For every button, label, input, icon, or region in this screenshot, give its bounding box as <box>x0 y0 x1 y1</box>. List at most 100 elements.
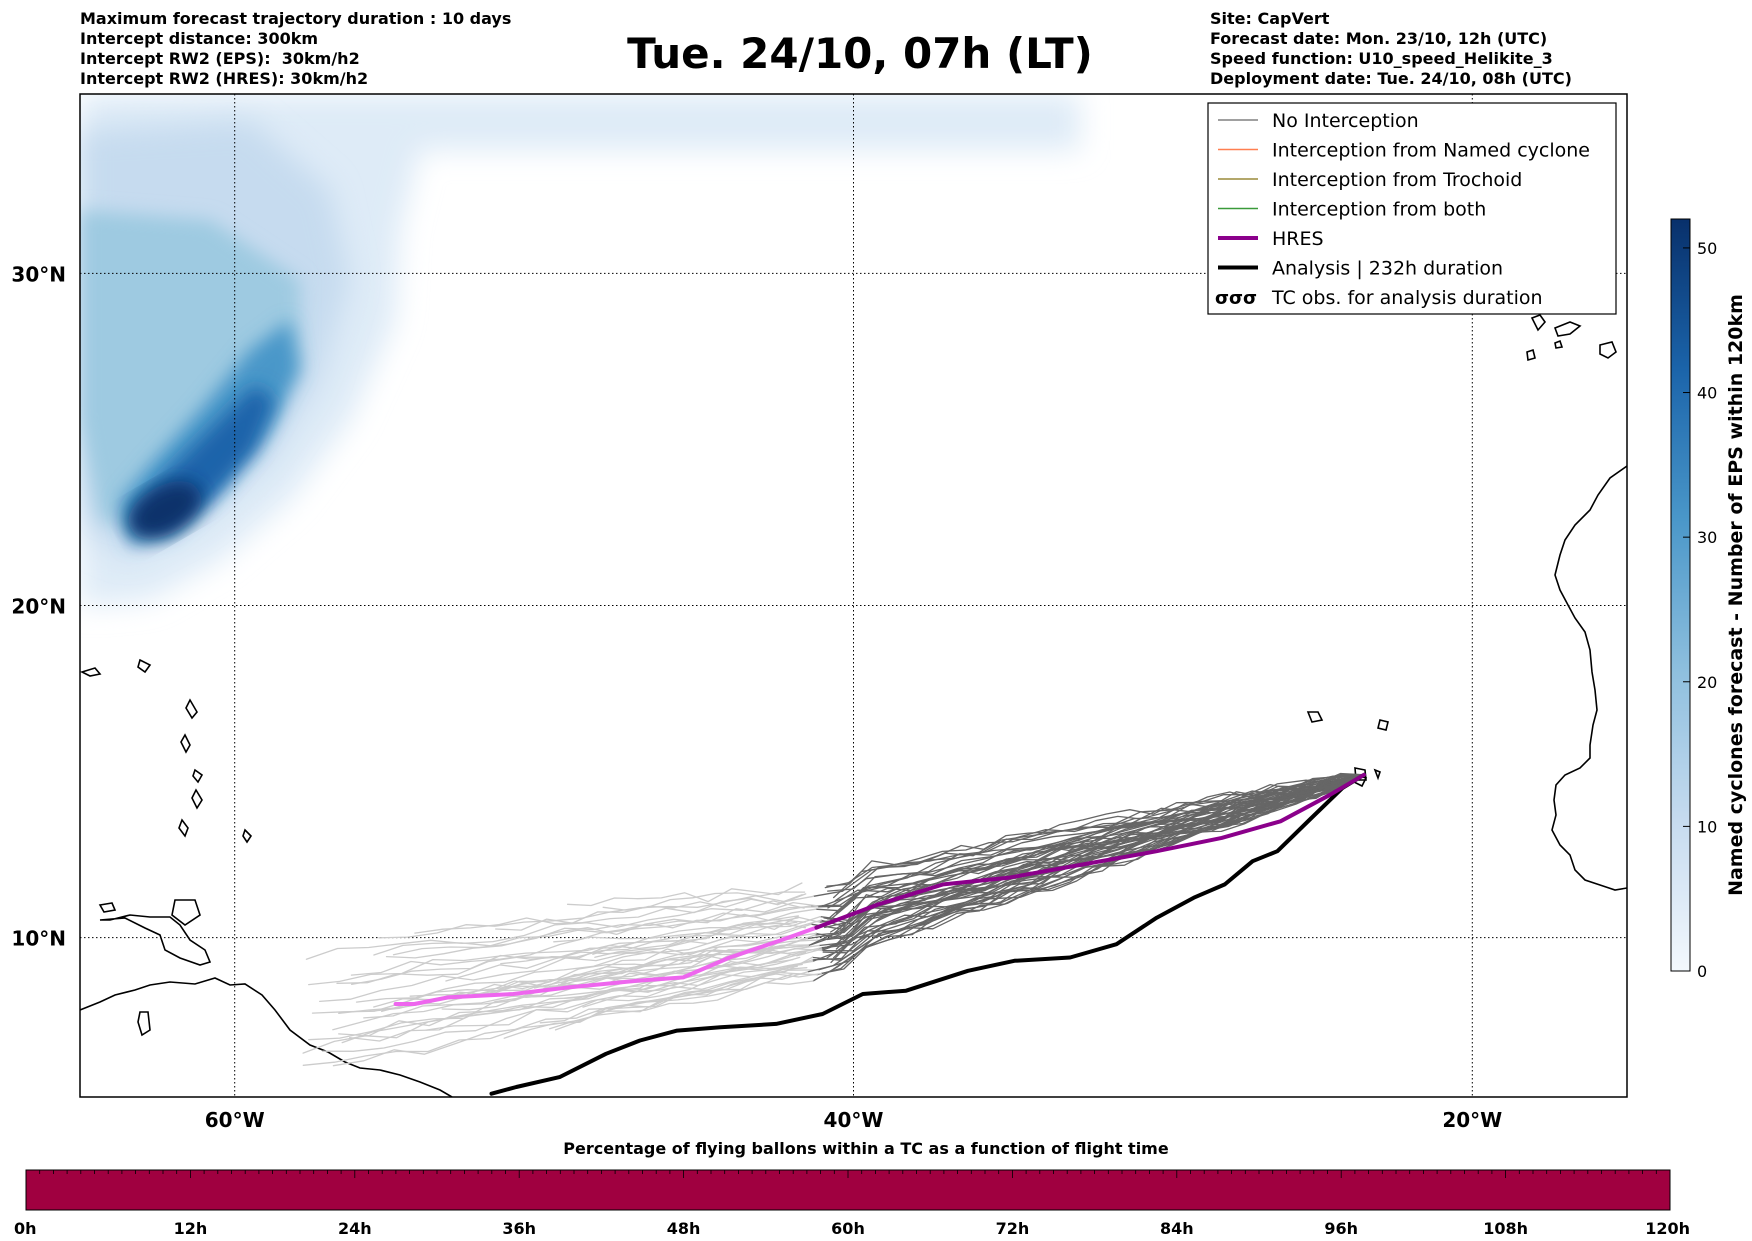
coast-island-5 <box>178 818 189 838</box>
flight-time-bar: Percentage of flying ballons within a TC… <box>14 1139 1690 1238</box>
legend-item: Analysis | 232h duration <box>1218 258 1503 280</box>
colorbar-tick-label: 10 <box>1697 817 1717 836</box>
header-right-line-3: Speed function: U10_speed_Helikite_3 <box>1210 49 1553 68</box>
legend-item: Interception from both <box>1218 199 1486 221</box>
ensemble-trajectory-near <box>812 774 1365 982</box>
ensemble-trajectory-near <box>827 774 1365 909</box>
ensemble-trajectory-near <box>824 772 1365 889</box>
legend-item: σσσ TC obs. for analysis duration <box>1215 287 1543 309</box>
ensemble-trajectory-near <box>817 774 1365 908</box>
hres-trajectory-late <box>393 925 819 1006</box>
ensemble-trajectory-near <box>815 774 1365 912</box>
latitude-label: 10°N <box>11 927 66 951</box>
coastlines <box>80 314 1627 1097</box>
coast-cape-verde-1 <box>1306 711 1324 723</box>
header-right-line-1: Site: CapVert <box>1210 9 1330 28</box>
density-core <box>128 481 202 539</box>
legend-label: No Interception <box>1272 110 1419 132</box>
flight-time-bar-minor-ticks <box>25 1170 1671 1178</box>
flight-time-tick-label: 72h <box>996 1219 1030 1238</box>
header-left-line-2: Intercept distance: 300km <box>80 29 318 48</box>
header: Maximum forecast trajectory duration : 1… <box>80 9 1572 88</box>
ensemble-trajectory-far <box>592 916 821 955</box>
flight-time-tick-label: 24h <box>338 1219 372 1238</box>
ensemble-trajectory-far <box>355 937 802 1003</box>
ensemble-trajectory-far <box>392 901 823 956</box>
ensemble-trajectory-near <box>811 774 1365 961</box>
flight-time-tick-label: 36h <box>502 1219 536 1238</box>
coast-africa <box>1551 465 1627 891</box>
coast-island-2 <box>180 733 191 754</box>
longitude-labels: 60°W 40°W 20°W <box>205 1108 1503 1132</box>
ensemble-trajectory-far <box>594 919 822 958</box>
ensemble-trajectory-far <box>321 959 814 1052</box>
ensemble-trajectory-far <box>308 919 806 986</box>
flight-time-bar-ticks: 0h 12h 24h 36h 48h 60h 72h 84h 96h 108h 120h <box>14 1219 1690 1238</box>
latitude-labels: 30°N 20°N 10°N <box>11 262 66 950</box>
coast-cape-verde-2 <box>1377 719 1389 731</box>
ensemble-trajectory-far <box>350 917 799 976</box>
ensemble-trajectory-far <box>539 967 808 1024</box>
legend: No Interception Interception from Named c… <box>1207 102 1617 315</box>
longitude-label: 20°W <box>1442 1108 1502 1132</box>
legend-label: Interception from Named cyclone <box>1272 140 1590 162</box>
legend-label: Interception from Trochoid <box>1272 169 1522 191</box>
ensemble-trajectory-far <box>602 891 806 911</box>
header-left-line-4: Intercept RW2 (HRES): 30km/h2 <box>80 69 368 88</box>
colorbar-tick-label: 50 <box>1697 239 1717 258</box>
map-frame <box>79 93 1628 1098</box>
legend-item: Interception from Named cyclone <box>1218 140 1590 162</box>
ensemble-trajectory-near <box>818 773 1365 923</box>
cyclone-density-field <box>80 94 1080 606</box>
coast-canary-3 <box>1599 341 1617 359</box>
ensemble-trajectory-far <box>414 893 807 934</box>
ensemble-trajectory-far <box>341 958 794 1044</box>
flight-time-tick-label: 96h <box>1324 1219 1358 1238</box>
flight-time-tick-label: 48h <box>667 1219 701 1238</box>
coast-island-1 <box>185 698 198 720</box>
colorbar: 0 10 20 30 40 50 Named cyclones forecast - Nu… <box>1670 218 1747 981</box>
legend-box <box>1207 102 1617 315</box>
ensemble-trajectory-far <box>548 980 814 1030</box>
flight-time-tick-label: 84h <box>1160 1219 1194 1238</box>
coast-island-3 <box>192 768 204 784</box>
coast-island-8 <box>80 667 102 677</box>
ensemble-trajectory-near <box>826 774 1365 887</box>
ensemble-trajectory-far <box>385 906 819 959</box>
coast-canary-5 <box>1554 339 1564 349</box>
page-title: Tue. 24/10, 07h (LT) <box>627 29 1093 78</box>
ensemble-trajectory-far <box>373 905 812 956</box>
flight-time-tick-label: 120h <box>1645 1219 1690 1238</box>
header-right-line-4: Deployment date: Tue. 24/10, 08h (UTC) <box>1210 69 1572 88</box>
coast-cape-verde-6 <box>1373 768 1381 781</box>
longitude-label: 60°W <box>205 1108 265 1132</box>
ensemble-trajectory-far <box>381 934 816 1013</box>
colorbar-tick-label: 0 <box>1697 962 1707 981</box>
colorbar-gradient <box>1670 218 1691 972</box>
ensemble-trajectory-near <box>807 774 1365 947</box>
latitude-label: 20°N <box>11 594 66 618</box>
ensemble-trajectory-far <box>566 882 803 907</box>
coast-island-6 <box>242 828 253 844</box>
legend-item: No Interception <box>1218 110 1419 132</box>
coast-canary-2 <box>1553 321 1582 337</box>
legend-label: Analysis | 232h duration <box>1272 258 1503 280</box>
hres-trajectory-early <box>814 772 1366 930</box>
coast-south-america <box>80 977 453 1097</box>
density-band-3 <box>80 210 300 530</box>
longitude-label: 40°W <box>824 1108 884 1132</box>
ensemble-trajectory-far <box>350 915 799 985</box>
header-left-line-1: Maximum forecast trajectory duration : 1… <box>80 9 511 28</box>
tc-symbol-icon: σσσ <box>1215 288 1257 309</box>
flight-time-tick-label: 12h <box>174 1219 208 1238</box>
ensemble-trajectory-far <box>445 921 798 982</box>
legend-item: Interception from Trochoid <box>1218 169 1522 191</box>
header-right-line-2: Forecast date: Mon. 23/10, 12h (UTC) <box>1210 29 1547 48</box>
legend-item: HRES <box>1218 228 1324 250</box>
coast-island-4 <box>191 788 203 810</box>
ensemble-trajectory-far <box>302 963 803 1054</box>
coast-canary-1 <box>1530 314 1547 332</box>
ensemble-trajectory-far <box>305 900 805 960</box>
